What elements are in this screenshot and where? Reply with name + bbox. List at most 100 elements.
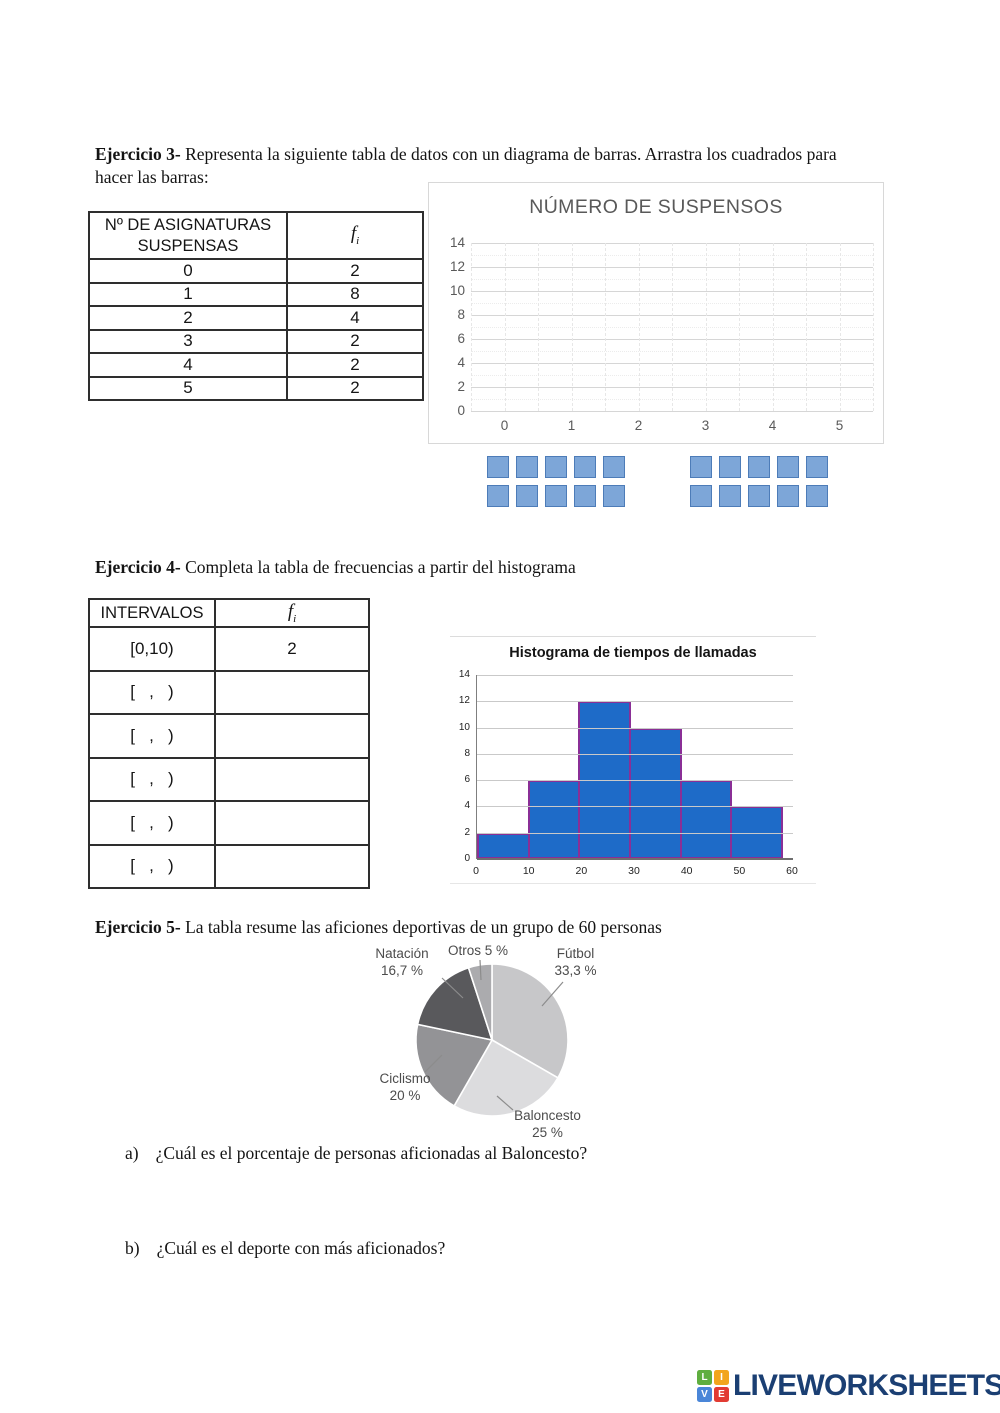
fi-subscript: i xyxy=(356,235,360,248)
drag-square[interactable] xyxy=(545,456,567,478)
cell-intervalo[interactable]: [ , ) xyxy=(88,800,216,846)
drag-square[interactable] xyxy=(719,485,741,507)
exercise4-heading-bold: Ejercicio 4- xyxy=(95,557,181,577)
pie-label-name: Ciclismo xyxy=(379,1071,431,1086)
drag-square[interactable] xyxy=(603,456,625,478)
cell-intervalo: [0,10) xyxy=(88,626,216,672)
exercise3-heading: Ejercicio 3- Representa la siguiente tab… xyxy=(95,143,843,189)
y-axis-tick-label: 8 xyxy=(457,307,465,322)
y-axis-tick-label: 4 xyxy=(464,800,470,812)
drag-square[interactable] xyxy=(777,485,799,507)
drag-square[interactable] xyxy=(748,485,770,507)
pie-label-pct: 25 % xyxy=(532,1124,563,1140)
y-axis-tick-label: 2 xyxy=(464,826,470,838)
pie-label-pct: 16,7 % xyxy=(380,962,424,978)
drag-square[interactable] xyxy=(487,456,509,478)
drag-square[interactable] xyxy=(690,485,712,507)
histogram-bar xyxy=(628,727,682,859)
gridline-vertical xyxy=(772,243,774,411)
drag-square[interactable] xyxy=(516,456,538,478)
table-header-row: INTERVALOS fi xyxy=(88,598,370,628)
x-axis-tick-label: 4 xyxy=(768,418,777,433)
gridline-vertical xyxy=(471,243,472,411)
pie-leader-line-1 xyxy=(496,1095,514,1111)
x-axis-tick-label: 10 xyxy=(522,865,535,877)
cell-intervalo[interactable]: [ , ) xyxy=(88,843,216,889)
drag-square[interactable] xyxy=(806,456,828,478)
histogram-bar xyxy=(527,780,581,859)
gridline-vertical xyxy=(839,243,841,411)
cell-intervalo[interactable]: [ , ) xyxy=(88,669,216,715)
y-axis-tick-label: 6 xyxy=(464,774,470,786)
pie-slice-3 xyxy=(416,966,494,1042)
pie-leader-line-2 xyxy=(424,1054,443,1073)
cell-intervalo[interactable]: [ , ) xyxy=(88,713,216,759)
suspensos-plot-area[interactable]: 14 12 10 8 6 4 2 0 0 1 2 3 4 5 xyxy=(450,235,874,433)
x-axis-tick-label: 0 xyxy=(500,418,509,433)
y-axis-tick-label: 0 xyxy=(464,853,470,864)
histogram-plot-area xyxy=(476,675,793,860)
drag-square[interactable] xyxy=(748,456,770,478)
drag-square[interactable] xyxy=(545,485,567,507)
drag-square[interactable] xyxy=(777,456,799,478)
suspensos-bar-chart: NÚMERO DE SUSPENSOS 14 12 10 8 6 4 2 0 0 1 2 3 4 5 xyxy=(428,182,884,444)
question-a-label: a) xyxy=(125,1143,139,1163)
cell-frecuencia[interactable] xyxy=(214,669,370,715)
header-fi: fi xyxy=(286,211,424,260)
x-axis-tick-label: 20 xyxy=(575,865,588,877)
pie-label-4: Otros 5 % xyxy=(447,943,509,958)
drag-square[interactable] xyxy=(574,456,596,478)
fi-symbol: f xyxy=(287,601,294,623)
drag-square[interactable] xyxy=(487,485,509,507)
pie-slice-1 xyxy=(453,1038,559,1117)
drag-square[interactable] xyxy=(574,485,596,507)
cell-frecuencia: 2 xyxy=(286,328,424,354)
pie-svg xyxy=(415,959,569,1117)
gridline-vertical xyxy=(538,243,539,411)
gridline-vertical xyxy=(705,243,707,411)
cell-frecuencia: 4 xyxy=(286,305,424,331)
table-header-row: Nº DE ASIGNATURAS SUSPENSAS fi xyxy=(88,211,424,260)
logo-text: LIVEWORKSHEETS xyxy=(733,1369,1000,1402)
drag-square[interactable] xyxy=(603,485,625,507)
cell-frecuencia: 2 xyxy=(286,258,424,284)
pie-label-name: Baloncesto xyxy=(514,1108,581,1123)
x-axis-tick-label: 2 xyxy=(634,418,643,433)
question-a-text: ¿Cuál es el porcentaje de personas afici… xyxy=(155,1143,588,1163)
gridline xyxy=(477,727,793,729)
drag-square[interactable] xyxy=(690,456,712,478)
y-axis-tick-label: 12 xyxy=(458,695,470,707)
cell-frecuencia: 2 xyxy=(286,375,424,401)
cell-intervalo[interactable]: [ , ) xyxy=(88,756,216,802)
y-axis-tick-label: 0 xyxy=(457,403,465,418)
table-row: [ , ) xyxy=(88,713,370,759)
drag-square[interactable] xyxy=(719,456,741,478)
gridline xyxy=(477,806,793,808)
gridline xyxy=(477,675,793,676)
cell-frecuencia[interactable] xyxy=(214,756,370,802)
cell-frecuencia[interactable] xyxy=(214,713,370,759)
header-intervalos: INTERVALOS xyxy=(88,598,216,628)
y-axis-tick-label: 14 xyxy=(449,235,465,250)
cell-asignaturas: 4 xyxy=(88,352,288,378)
y-axis-tick-label: 14 xyxy=(458,669,470,680)
drag-squares-group-1 xyxy=(487,456,625,507)
pie-label-pct: 33,3 % xyxy=(554,962,597,978)
drag-square[interactable] xyxy=(806,485,828,507)
exercise5-heading-text: La tabla resume las aficiones deportivas… xyxy=(185,917,662,937)
fi-symbol: f xyxy=(350,223,357,245)
cell-frecuencia[interactable] xyxy=(214,843,370,889)
x-axis-tick-label: 0 xyxy=(473,865,479,877)
question-a: a) ¿Cuál es el porcentaje de personas afi… xyxy=(125,1143,587,1164)
drag-square[interactable] xyxy=(516,485,538,507)
x-axis-tick-label: 60 xyxy=(786,865,798,877)
pie-label-1: Baloncesto 25 % xyxy=(480,1108,615,1142)
x-axis-tick-label: 3 xyxy=(701,418,710,433)
cell-frecuencia[interactable] xyxy=(214,800,370,846)
